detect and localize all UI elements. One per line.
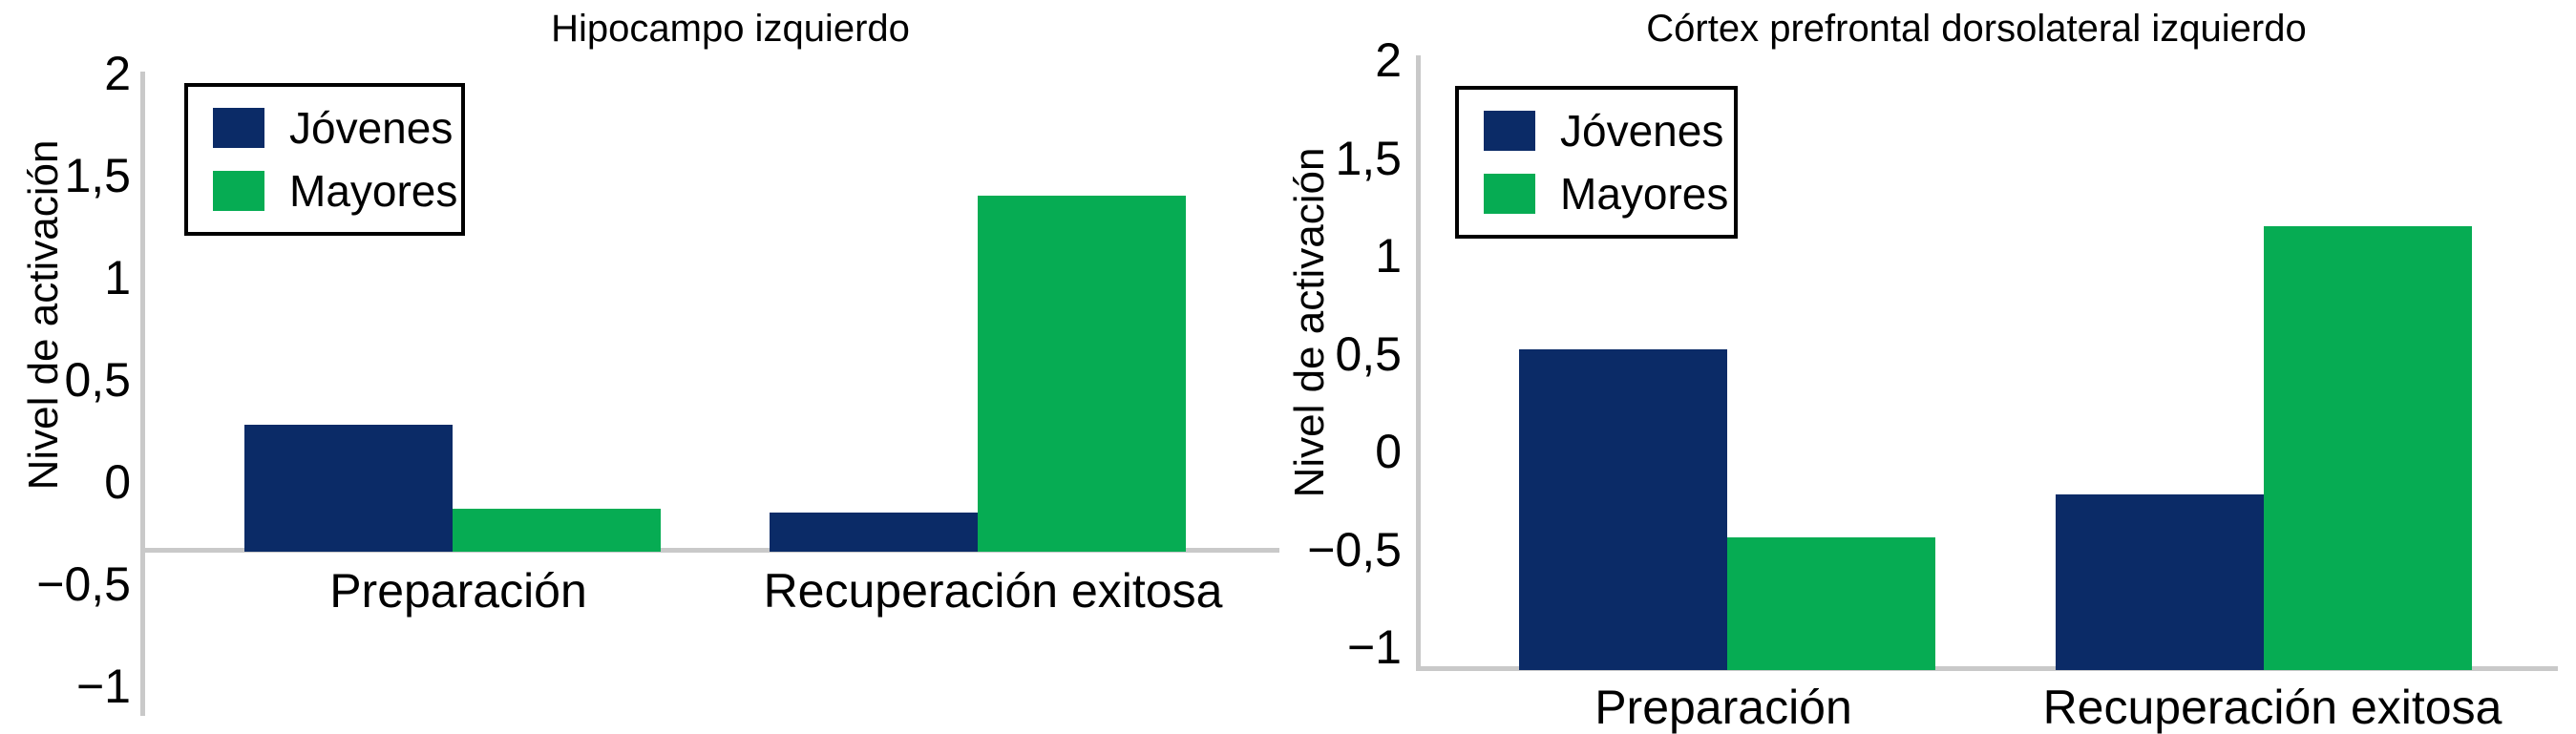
bar-mayores-preparacion: [453, 508, 661, 552]
x-axis-line: [140, 548, 1279, 553]
legend-label-mayores: Mayores: [1560, 169, 1729, 219]
bar-mayores-preparacion: [1727, 537, 1935, 670]
y-tick-label-1: 1: [104, 251, 131, 304]
y-tick-label-2: 2: [1375, 33, 1402, 87]
chart-title: Córtex prefrontal dorsolateral izquierdo: [1646, 8, 2307, 50]
legend-item-jovenes: Jóvenes: [213, 106, 461, 150]
legend-item-jovenes: Jóvenes: [1484, 109, 1734, 153]
y-tick-label-1_5: 1,5: [64, 149, 131, 202]
legend-label-jovenes: Jóvenes: [1560, 106, 1724, 156]
bar-jovenes-preparacion: [244, 425, 453, 552]
y-tick-label-1: 1: [1375, 229, 1402, 283]
legend-swatch-jovenes: [213, 108, 264, 148]
bar-mayores-recuperacion-exitosa: [2264, 226, 2472, 670]
category-label-recuperacion-exitosa: Recuperación exitosa: [2042, 681, 2502, 734]
bar-jovenes-recuperacion-exitosa: [770, 513, 978, 552]
legend-swatch-mayores: [1484, 174, 1535, 214]
legend-label-mayores: Mayores: [289, 166, 458, 216]
legend-item-mayores: Mayores: [213, 169, 461, 213]
legend-swatch-mayores: [213, 171, 264, 211]
y-tick-label-1_5: 1,5: [1335, 131, 1402, 185]
bar-jovenes-recuperacion-exitosa: [2056, 494, 2264, 670]
legend-label-jovenes: Jóvenes: [289, 103, 454, 153]
bar-jovenes-preparacion: [1519, 349, 1727, 670]
y-axis-line: [1416, 55, 1421, 670]
y-tick-label-2: 2: [104, 47, 131, 100]
legend: Jóvenes Mayores: [184, 83, 465, 236]
y-tick-label-0: 0: [104, 455, 131, 509]
y-tick-label--0_5: −0,5: [1307, 522, 1402, 577]
x-axis-line: [1416, 666, 2558, 671]
legend-swatch-jovenes: [1484, 111, 1535, 151]
y-tick-label-0: 0: [1375, 425, 1402, 478]
y-tick-label--1: −1: [1346, 620, 1402, 674]
bar-mayores-recuperacion-exitosa: [978, 196, 1186, 552]
y-tick-label--1: −1: [75, 660, 131, 713]
category-label-recuperacion-exitosa: Recuperación exitosa: [763, 564, 1223, 618]
chart-title: Hipocampo izquierdo: [551, 8, 910, 50]
category-label-preparacion: Preparación: [1594, 681, 1852, 734]
y-tick-label--0_5: −0,5: [36, 557, 131, 611]
legend-item-mayores: Mayores: [1484, 172, 1734, 216]
y-axis-line: [140, 72, 145, 716]
y-tick-label-0_5: 0,5: [64, 353, 131, 407]
y-tick-label-0_5: 0,5: [1335, 326, 1402, 381]
legend: Jóvenes Mayores: [1455, 86, 1738, 239]
category-label-preparacion: Preparación: [329, 564, 587, 618]
